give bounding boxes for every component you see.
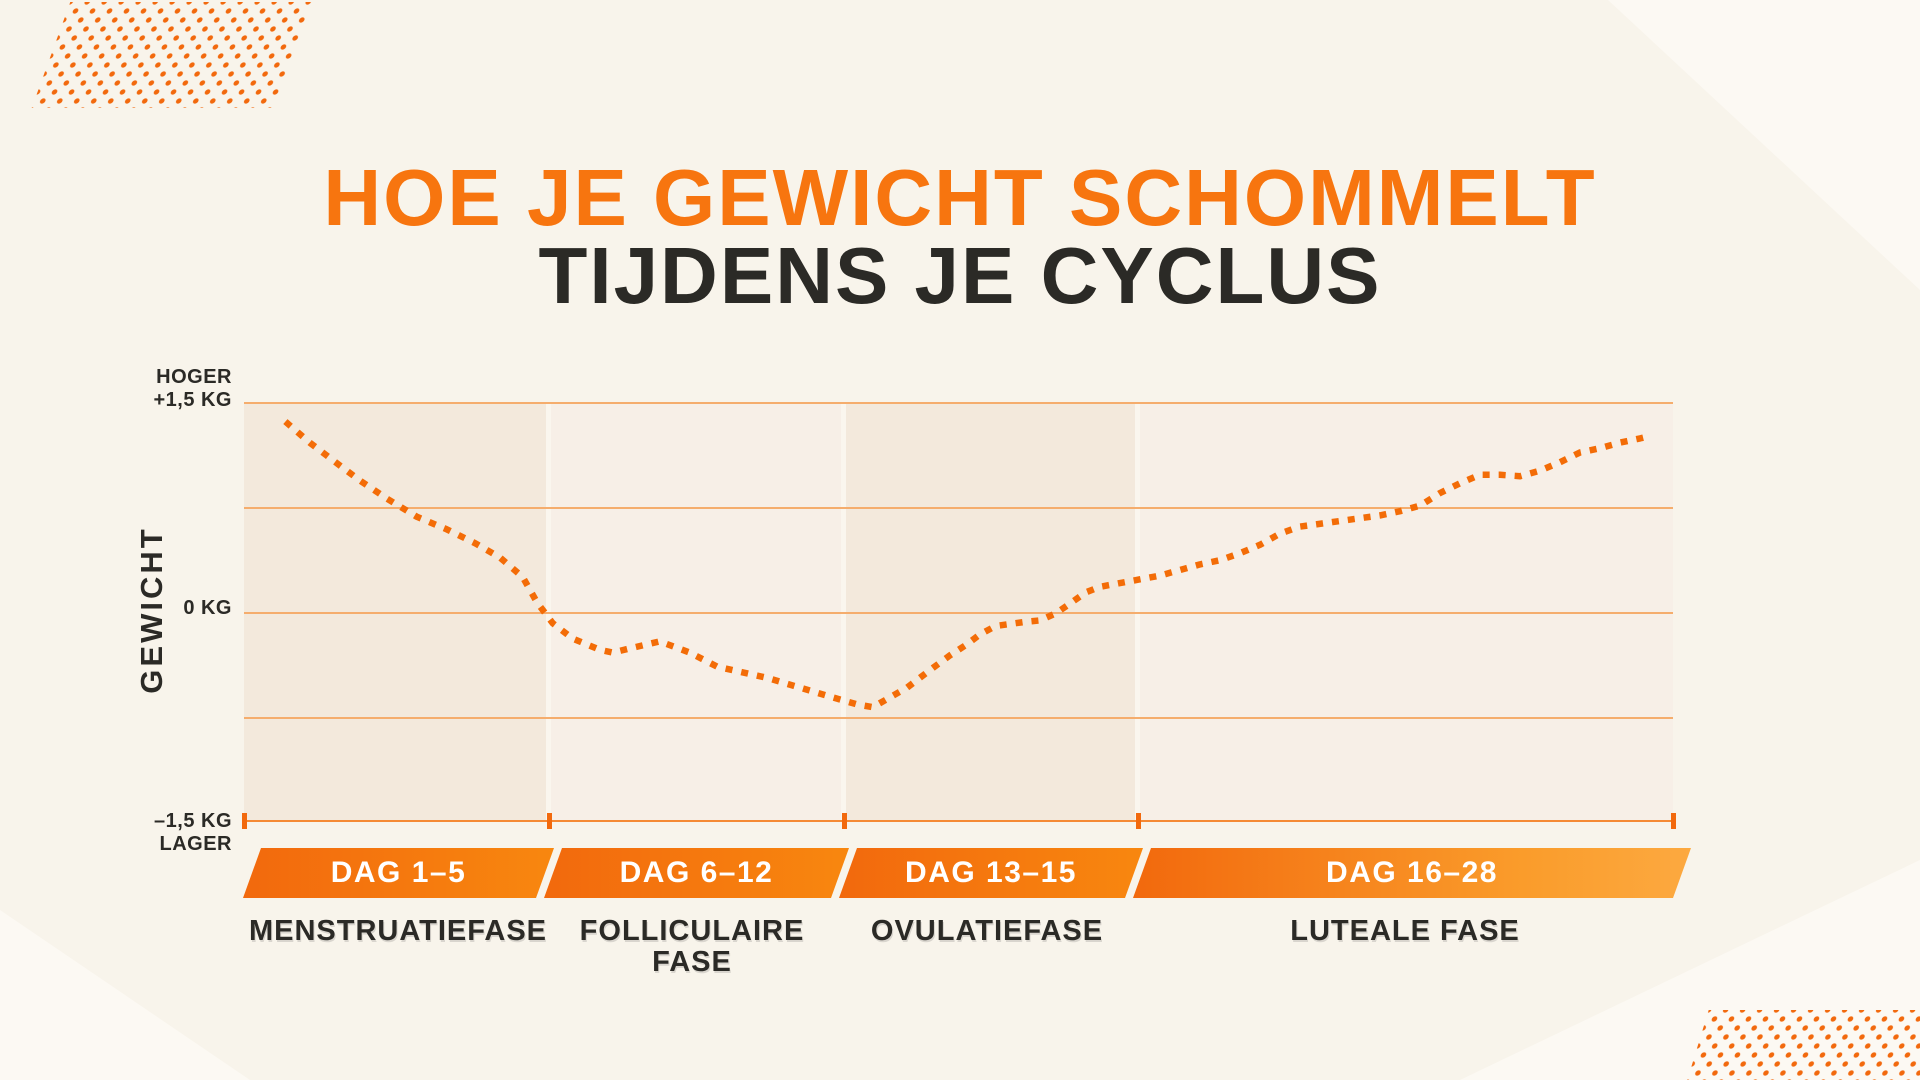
x-axis-tick-day1 <box>242 813 247 829</box>
y-axis-label-hoger: HOGER <box>156 366 232 388</box>
x-axis-tick-day16 <box>1136 813 1141 829</box>
y-axis-label-lager: LAGER <box>159 833 232 855</box>
plot-area <box>244 402 1673 822</box>
phase-name-luteale-fase: LUTEALE FASE <box>1290 915 1520 947</box>
page-title-line-2: TIJDENS JE CYCLUS <box>538 231 1382 320</box>
phase-band-dag-13-15: DAG 13–15 <box>839 848 1143 898</box>
phase-name-ovulatiefase: OVULATIEFASE <box>870 915 1104 947</box>
phase-band-dag-16-28: DAG 16–28 <box>1133 848 1691 898</box>
gridline-0kg <box>244 612 1673 614</box>
dot-pattern-top-left <box>31 2 313 108</box>
phase-band-dag-6-12: DAG 6–12 <box>544 848 849 898</box>
page-title-line-1: HOE JE GEWICHT SCHOMMELT <box>323 153 1597 242</box>
gridline-minus-0-75kg <box>244 717 1673 719</box>
y-axis-label-plus-kg: +1,5 KG <box>153 389 232 411</box>
x-axis-line <box>244 820 1673 822</box>
dot-pattern-bottom-right <box>1687 1010 1920 1080</box>
phase-band-dag-1-5: DAG 1–5 <box>243 848 554 898</box>
y-axis-title: GEWICHT <box>134 526 169 694</box>
y-axis-label-minus-kg: –1,5 KG <box>154 810 232 832</box>
phase-name-menstruatiefase: MENSTRUATIEFASE <box>248 915 548 947</box>
phase-name-folliculaire-fase: FOLLICULAIRE FASE <box>579 915 805 978</box>
y-axis-label-lower: –1,5 KG LAGER <box>154 810 232 856</box>
gridline-plus-1-5kg <box>244 402 1673 404</box>
x-axis-tick-day13 <box>842 813 847 829</box>
gridline-plus-0-75kg <box>244 507 1673 509</box>
x-axis-tick-day28 <box>1671 813 1676 829</box>
y-axis-label-zero: 0 KG <box>183 597 232 619</box>
y-axis-label-upper: HOGER +1,5 KG <box>153 366 232 412</box>
weight-curve-svg <box>283 419 1653 711</box>
weight-curve <box>283 419 1653 711</box>
x-axis-tick-day6 <box>547 813 552 829</box>
corner-light-wedge-bottom-left <box>0 910 250 1080</box>
